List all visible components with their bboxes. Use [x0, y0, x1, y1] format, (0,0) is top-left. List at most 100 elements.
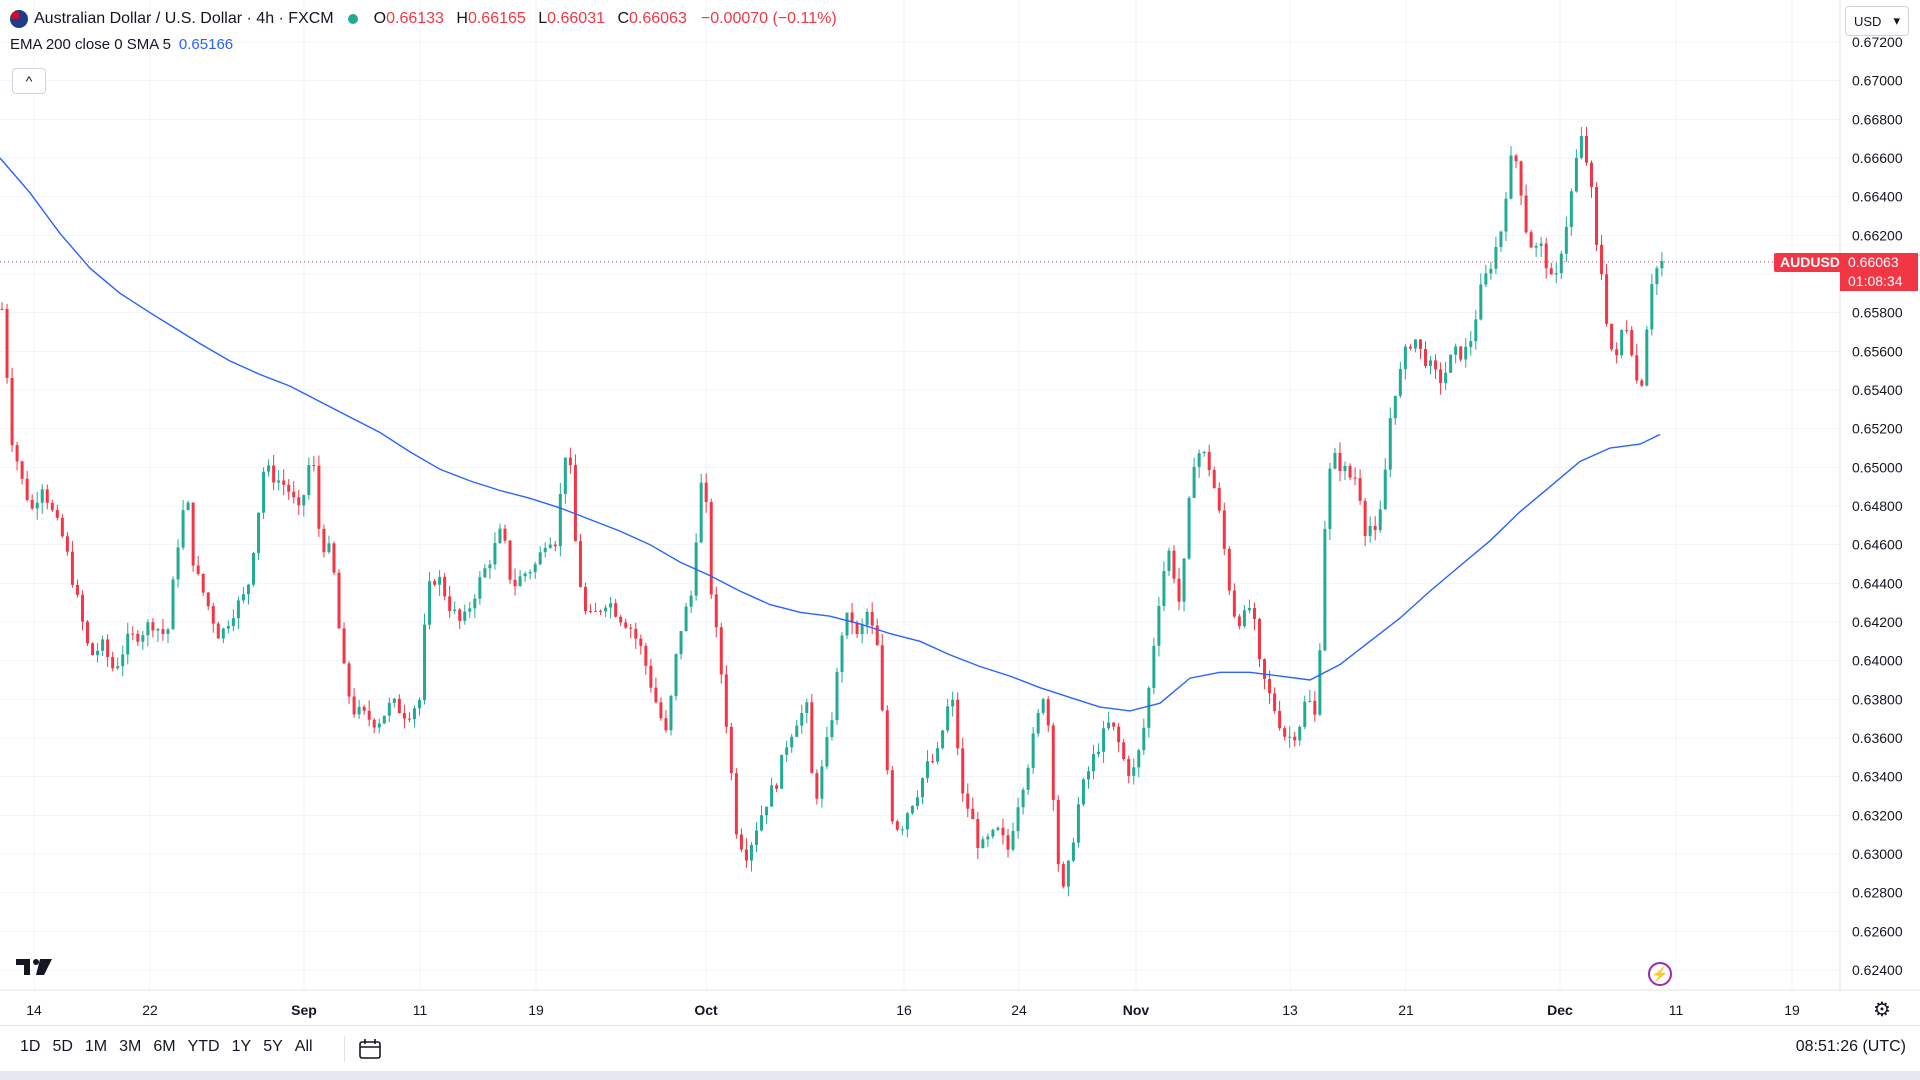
candle-body [1439, 369, 1443, 384]
candle-body [1192, 466, 1196, 498]
candle-body [211, 606, 215, 624]
range-ytd[interactable]: YTD [187, 1038, 220, 1055]
candle-body [1635, 355, 1639, 381]
candle-body [1584, 136, 1588, 163]
candle-body [755, 830, 758, 845]
candle-body [257, 512, 261, 553]
price-chart[interactable]: 0.67200 0.67000 0.66800 0.66600 0.66400 0.662… [0, 0, 1920, 1025]
candle-body [855, 622, 859, 635]
price-tick-label: 0.67200 [1852, 34, 1903, 50]
gear-icon[interactable]: ⚙ [1873, 999, 1891, 1021]
candle-body [961, 748, 965, 794]
candle-body [1081, 779, 1085, 805]
range-5d[interactable]: 5D [52, 1038, 73, 1055]
time-axis[interactable]: 14 22 Sep 11 19 Oct 16 24 Nov 13 21 Dec 11 19 [26, 1002, 1800, 1018]
candle-body [1278, 711, 1282, 729]
candle-body [5, 308, 9, 378]
candle-body [528, 572, 532, 574]
utc-clock[interactable]: 08:51:26 (UTC) [1795, 1038, 1906, 1055]
candle-body [171, 579, 175, 630]
candle-body [800, 713, 804, 726]
candle-body [1086, 771, 1090, 780]
candle-body [322, 528, 326, 553]
candle-body [1092, 754, 1096, 772]
candle-body [1459, 346, 1463, 360]
candle-body [277, 480, 281, 483]
collapse-legend-button[interactable]: ^ [12, 68, 46, 94]
candle-body [1398, 369, 1402, 396]
price-tick-label: 0.65000 [1852, 459, 1903, 475]
range-1m[interactable]: 1M [84, 1038, 108, 1055]
candle-body [1650, 284, 1654, 330]
price-tick-label: 0.66400 [1852, 189, 1903, 205]
currency-select[interactable]: USD ▾ [1845, 6, 1909, 36]
candle-body [1232, 590, 1236, 617]
candle-body [372, 719, 376, 728]
symbol-title[interactable]: Australian Dollar / U.S. Dollar · 4h · F… [34, 10, 334, 27]
range-1y[interactable]: 1Y [231, 1038, 252, 1055]
range-3m[interactable]: 3M [119, 1038, 142, 1055]
candle-body [25, 478, 29, 500]
candle-body [810, 702, 814, 774]
candle-body [966, 793, 970, 809]
chevron-down-icon: ▾ [1893, 13, 1900, 28]
range-6m[interactable]: 6M [153, 1038, 176, 1055]
candle-body [1574, 157, 1578, 192]
tradingview-logo-icon[interactable] [14, 955, 54, 979]
indicator-legend[interactable]: EMA 200 close 0 SMA 5 0.65166 [10, 34, 837, 56]
candle-body [709, 502, 713, 595]
candle-body [1383, 469, 1387, 510]
candle-body [780, 754, 784, 789]
time-tick-label: Sep [291, 1002, 317, 1018]
candle-body [1041, 699, 1045, 713]
candle-body [1202, 451, 1206, 454]
price-tick-label: 0.65600 [1852, 343, 1903, 359]
price-tick-label: 0.65400 [1852, 382, 1903, 398]
price-tick-label: 0.63200 [1852, 807, 1903, 823]
candle-body [176, 547, 180, 580]
candle-body [1263, 659, 1267, 680]
candle-body [604, 607, 608, 612]
candle-body [1564, 226, 1568, 254]
time-tick-label: 19 [528, 1002, 544, 1018]
candle-body [1378, 509, 1382, 531]
candle-body [523, 573, 527, 577]
candle-body [1605, 274, 1609, 324]
last-price-value: 0.66063 [1848, 254, 1899, 270]
range-1d[interactable]: 1D [20, 1038, 41, 1055]
candle-body [639, 638, 643, 646]
chevron-up-icon: ^ [25, 73, 33, 89]
candle-body [287, 484, 291, 492]
candle-body [775, 785, 779, 789]
candle-body [1172, 550, 1176, 579]
candle-body [1579, 136, 1583, 158]
calendar-icon[interactable] [358, 1038, 382, 1060]
range-all[interactable]: All [294, 1038, 313, 1055]
candle-body [1127, 759, 1131, 776]
candle-body [1061, 864, 1065, 887]
candle-body [563, 457, 567, 495]
candle-body [568, 457, 572, 466]
candle-body [1434, 360, 1438, 370]
time-tick-label: 19 [1784, 1002, 1800, 1018]
candle-body [236, 600, 240, 619]
candle-body [1313, 700, 1317, 715]
candle-body [1222, 510, 1226, 549]
candle-body [1615, 349, 1619, 356]
range-5y[interactable]: 5Y [263, 1038, 283, 1055]
bottom-strip [0, 1071, 1920, 1080]
price-axis[interactable]: 0.67200 0.67000 0.66800 0.66600 0.66400 0.662… [1852, 34, 1903, 978]
candle-body [1142, 727, 1146, 751]
price-tick-label: 0.62400 [1852, 962, 1903, 978]
candle-body [548, 544, 552, 548]
candle-body [226, 626, 230, 629]
candle-body [332, 543, 336, 573]
time-tick-label: Dec [1547, 1002, 1573, 1018]
time-tick-label: Nov [1123, 1002, 1150, 1018]
candle-body [629, 627, 633, 629]
lightning-icon[interactable]: ⚡ [1648, 962, 1672, 986]
candle-body [1107, 722, 1111, 729]
candle-body [498, 528, 502, 544]
candle-body [704, 482, 708, 503]
candle-body [216, 623, 220, 639]
